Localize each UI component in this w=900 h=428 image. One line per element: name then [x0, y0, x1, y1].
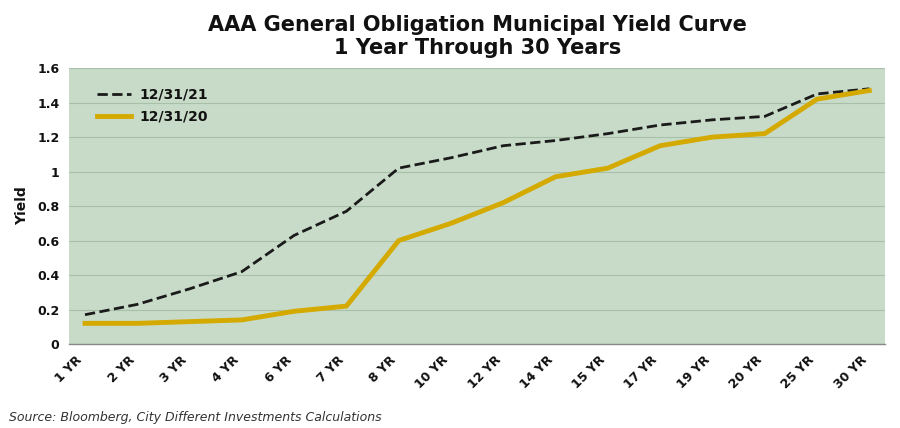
12/31/20 — [707, 134, 718, 140]
12/31/20 — [237, 317, 248, 322]
12/31/20 — [132, 321, 143, 326]
Text: Source: Bloomberg, City Different Investments Calculations: Source: Bloomberg, City Different Invest… — [9, 411, 382, 424]
12/31/20 — [393, 238, 404, 243]
12/31/21 — [289, 233, 300, 238]
12/31/21 — [707, 117, 718, 122]
12/31/20 — [812, 97, 823, 102]
12/31/21 — [237, 269, 248, 274]
12/31/20 — [498, 200, 508, 205]
Y-axis label: Yield: Yield — [15, 187, 29, 226]
12/31/20 — [550, 174, 561, 179]
12/31/21 — [864, 86, 875, 91]
12/31/20 — [864, 88, 875, 93]
12/31/20 — [655, 143, 666, 148]
12/31/21 — [393, 166, 404, 171]
12/31/21 — [79, 312, 90, 317]
12/31/20 — [602, 166, 613, 171]
Legend: 12/31/21, 12/31/20: 12/31/21, 12/31/20 — [93, 83, 212, 128]
12/31/20 — [341, 303, 352, 309]
12/31/20 — [184, 319, 195, 324]
12/31/21 — [184, 286, 195, 291]
12/31/21 — [132, 302, 143, 307]
12/31/21 — [602, 131, 613, 136]
12/31/21 — [498, 143, 508, 148]
12/31/20 — [79, 321, 90, 326]
Title: AAA General Obligation Municipal Yield Curve
1 Year Through 30 Years: AAA General Obligation Municipal Yield C… — [208, 15, 747, 58]
Line: 12/31/21: 12/31/21 — [85, 89, 869, 315]
12/31/21 — [446, 155, 456, 160]
Line: 12/31/20: 12/31/20 — [85, 90, 869, 323]
12/31/21 — [655, 122, 666, 128]
12/31/20 — [289, 309, 300, 314]
12/31/20 — [760, 131, 770, 136]
12/31/21 — [550, 138, 561, 143]
12/31/21 — [760, 114, 770, 119]
12/31/21 — [812, 92, 823, 97]
12/31/21 — [341, 209, 352, 214]
12/31/20 — [446, 221, 456, 226]
